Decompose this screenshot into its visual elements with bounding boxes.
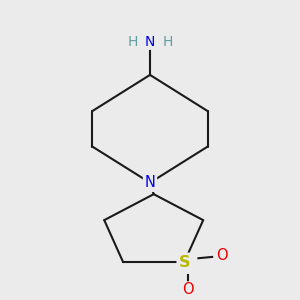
Text: S: S <box>178 255 190 270</box>
Text: O: O <box>182 282 194 297</box>
Text: N: N <box>145 35 155 49</box>
Text: H: H <box>128 35 138 49</box>
Text: N: N <box>145 175 155 190</box>
Text: O: O <box>216 248 227 263</box>
Text: H: H <box>162 35 172 49</box>
